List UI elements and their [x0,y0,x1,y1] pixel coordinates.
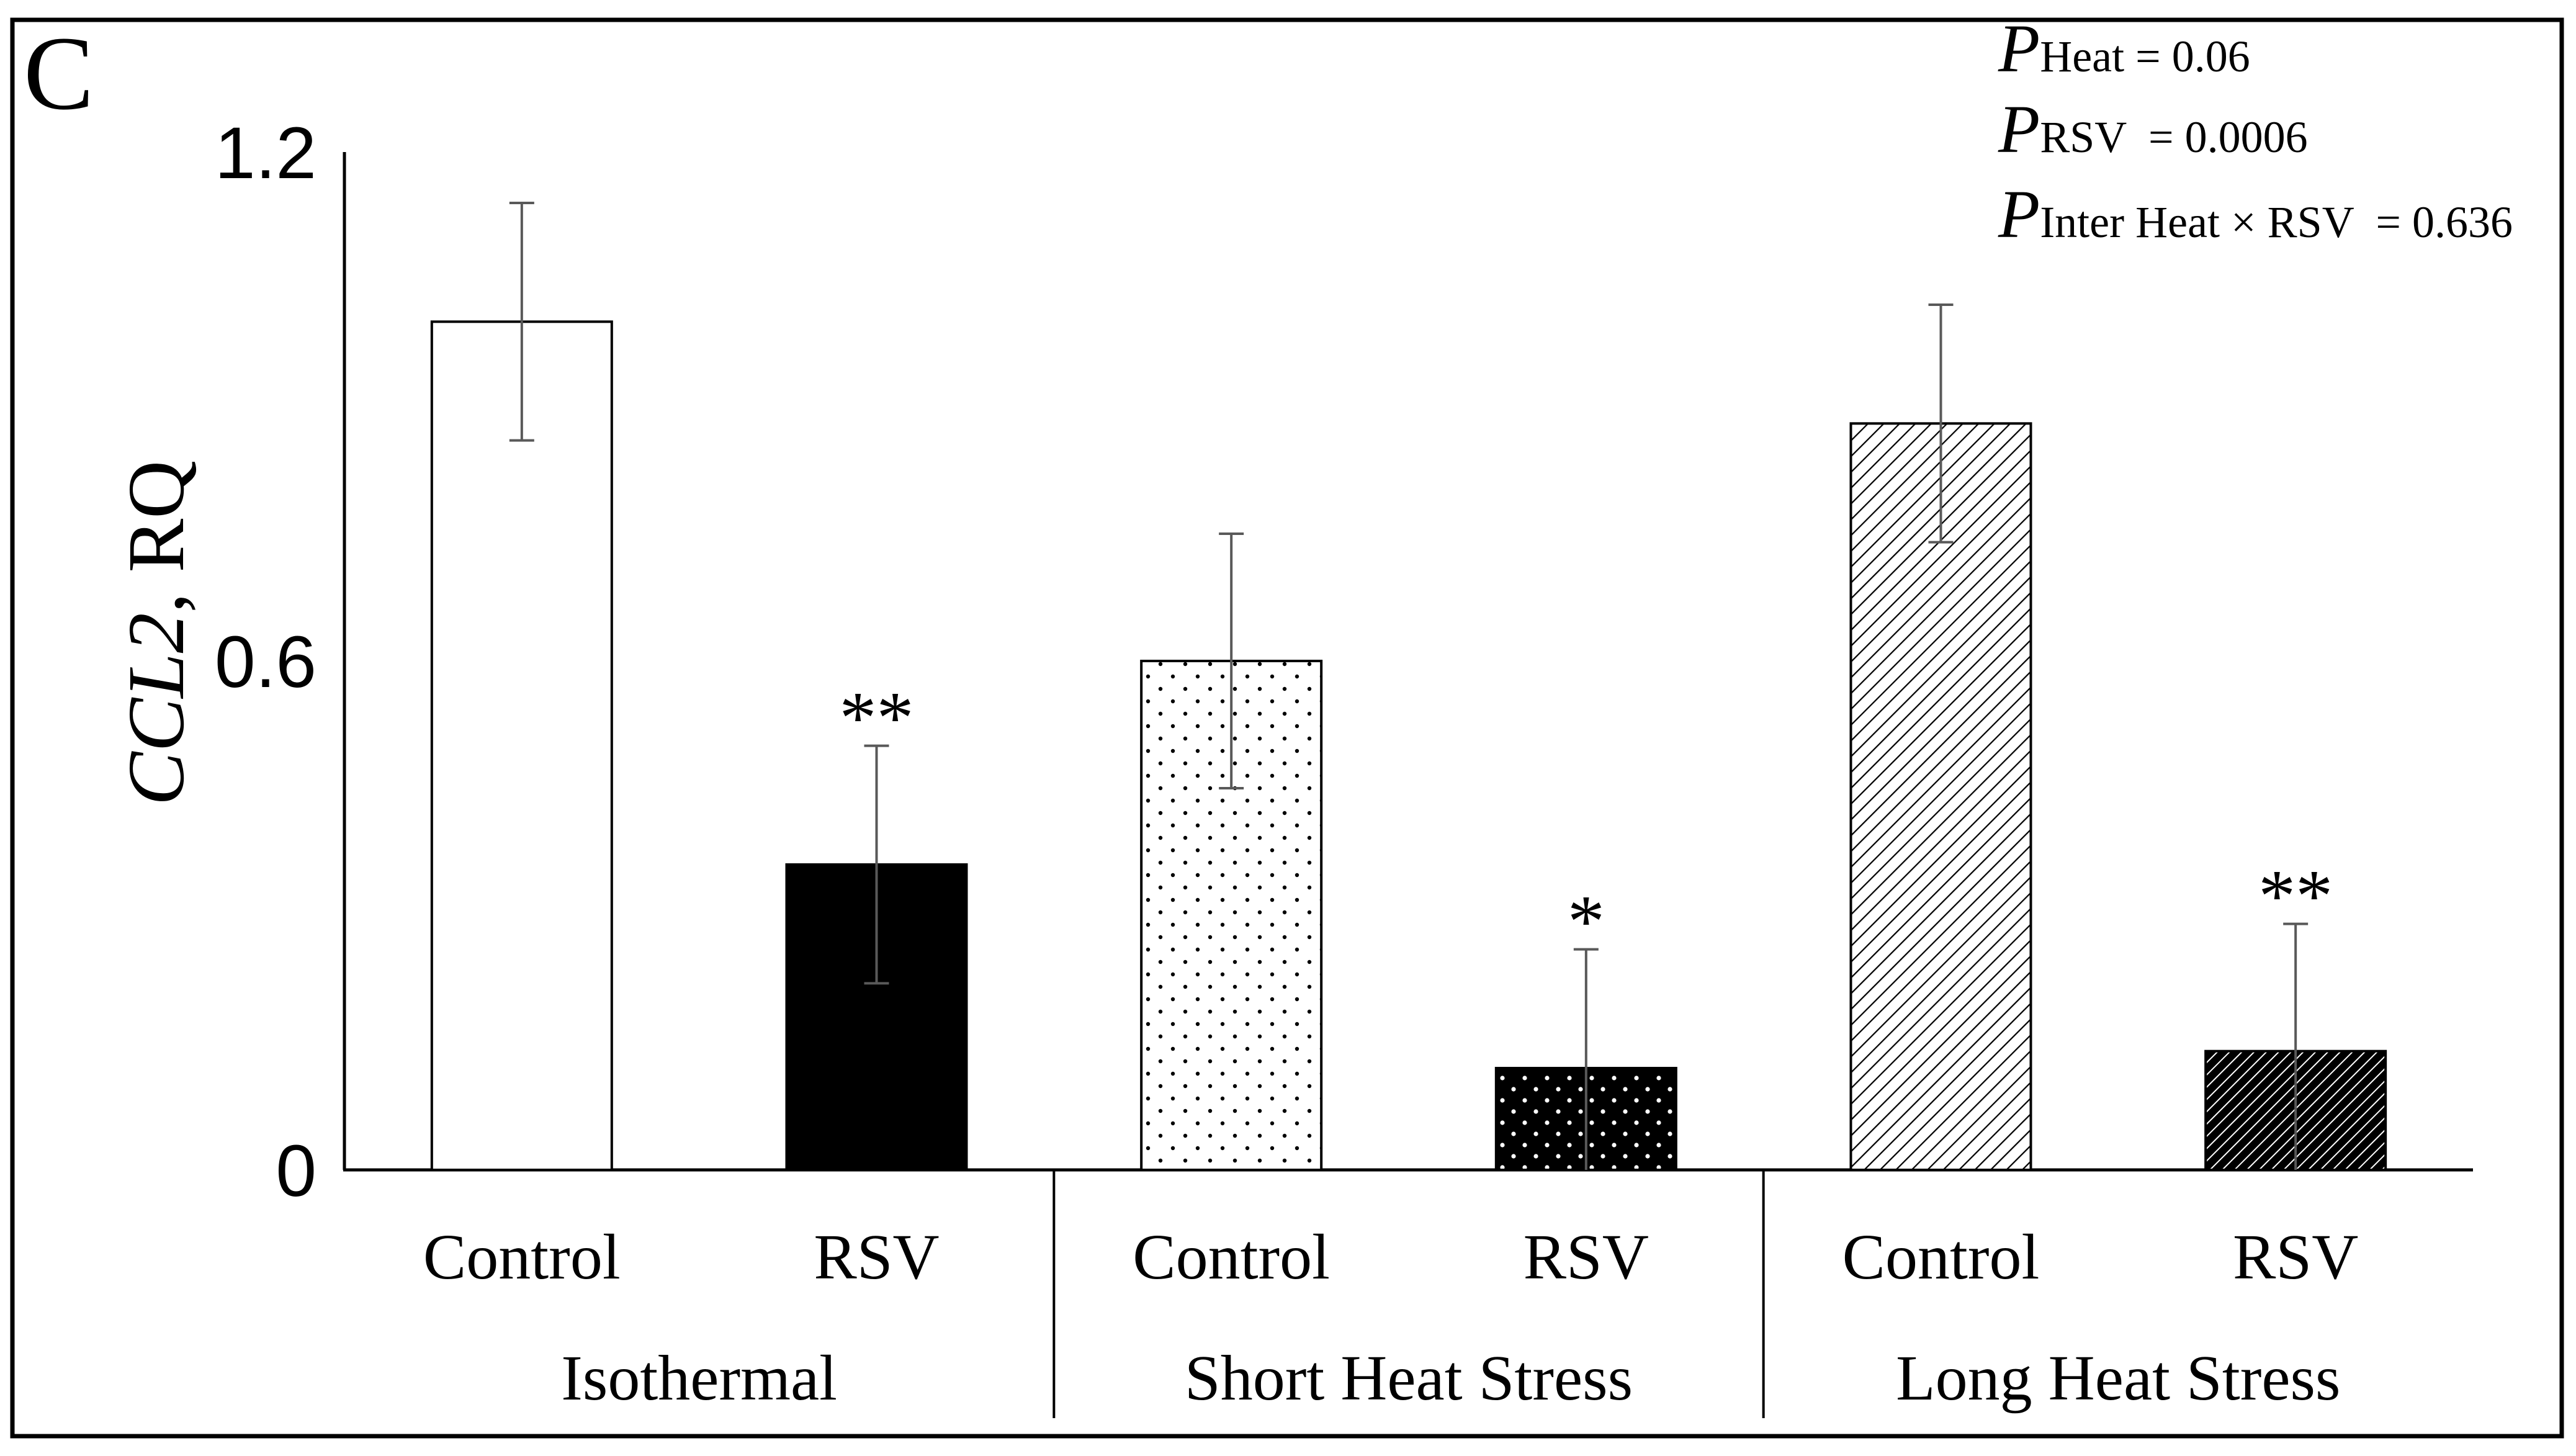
figure-border [10,17,2564,1439]
x-group-labels: Isothermal Short Heat Stress Long Heat Str… [561,1342,2340,1414]
x-tick-label: RSV [2233,1221,2358,1293]
significance-marker: * [1568,880,1605,963]
y-axis-title-unit: , RQ [112,461,201,613]
group-label: Isothermal [561,1342,837,1414]
x-tick-label: Control [1842,1221,2040,1293]
y-axis-title: CCL2, RQ [112,461,201,806]
y-tick-label: 1.2 [215,112,316,194]
stat-heat-sub: Heat [2040,32,2124,81]
panel-label: C [24,15,94,132]
group-separators [1052,1170,1765,1418]
stat-rsv-value: = 0.0006 [2126,112,2308,162]
stat-inter-value: = 0.636 [2353,197,2513,247]
stat-inter: PInter Heat × RSV = 0.636 [1998,176,2513,252]
stat-heat-p: P [1998,11,2040,86]
stats-annotation: PHeat = 0.06 PRSV = 0.0006 PInter Heat ×… [1998,11,2513,252]
stat-heat: PHeat = 0.06 [1998,11,2250,86]
error-bar [1573,948,1599,1170]
y-axis-title-gene: CCL2 [112,613,201,806]
x-category-labels: Control RSV Control RSV Control RSV [423,1221,2358,1293]
stat-rsv-sub: RSV [2040,112,2127,162]
y-tick-label: 0.6 [215,621,316,703]
bar-control-4 [1849,422,2032,1171]
stat-inter-sub: Inter Heat × RSV [2040,197,2354,247]
stat-inter-p: P [1998,176,2040,252]
error-bar [1219,533,1244,789]
x-tick-label: RSV [1524,1221,1649,1293]
error-bars [509,202,2309,1170]
x-tick-label: Control [423,1221,621,1293]
x-tick-label: RSV [814,1221,939,1293]
stat-rsv: PRSV = 0.0006 [1998,91,2308,167]
x-tick-label: Control [1133,1221,1330,1293]
y-tick-label: 0 [276,1130,316,1212]
bar-control-0 [430,320,613,1171]
bars [430,320,2387,1171]
significance-marker: ** [840,676,914,759]
y-tick-labels: 0 0.6 1.2 [215,112,316,1212]
stat-rsv-p: P [1998,91,2040,167]
group-label: Long Heat Stress [1896,1342,2340,1414]
error-bar [2283,922,2309,1170]
error-bar [1928,303,1954,544]
significance-marker: ** [2258,855,2333,937]
error-bar [864,744,889,985]
error-bar [509,202,534,442]
group-label: Short Heat Stress [1185,1342,1633,1414]
stat-heat-value: = 0.06 [2124,32,2250,81]
significance-markers: *** ** [840,676,2333,963]
